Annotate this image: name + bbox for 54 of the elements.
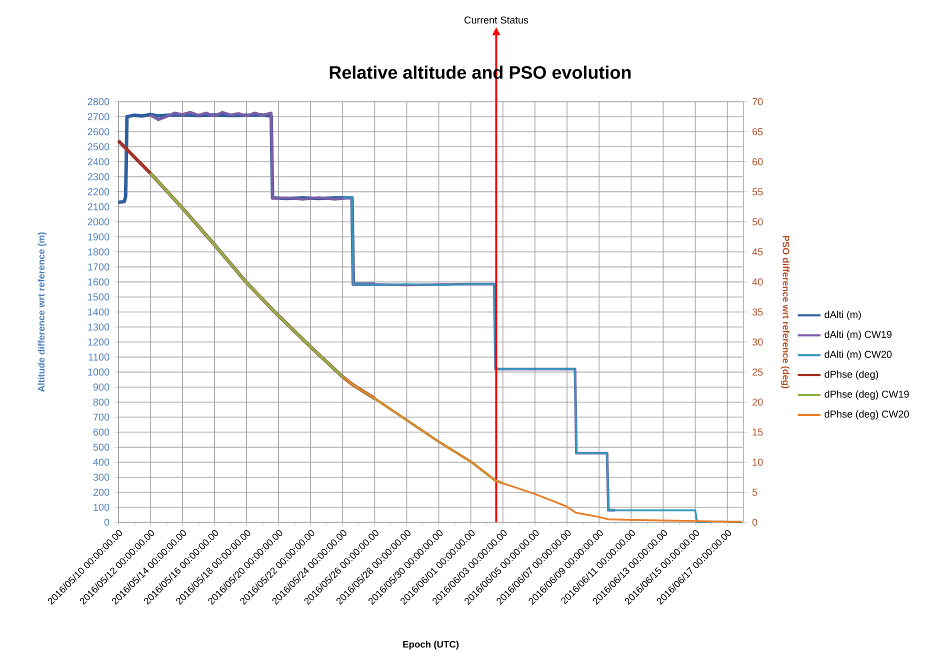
ref-line-label: Current Status bbox=[464, 16, 528, 24]
y-axis-title: Altitude difference wrt reference (m) bbox=[38, 232, 46, 392]
y-tick-label: 1700 bbox=[88, 263, 110, 270]
y-tick-label: 2400 bbox=[88, 158, 110, 166]
y-tick-label: 700 bbox=[93, 414, 110, 421]
y2-tick-label: 60 bbox=[752, 158, 763, 166]
y-tick-label: 1100 bbox=[88, 354, 110, 361]
y-tick-label: 200 bbox=[93, 488, 110, 496]
legend-label: dPhse (deg) bbox=[824, 370, 878, 380]
y2-tick-label: 30 bbox=[752, 338, 763, 346]
y-tick-label: 2600 bbox=[88, 128, 110, 136]
y-tick-label: 1600 bbox=[88, 278, 110, 286]
y2-axis-title: PSO difference wrt reference (deg) bbox=[780, 236, 790, 388]
y-tick-label: 600 bbox=[93, 428, 110, 436]
y-tick-label: 900 bbox=[93, 384, 110, 391]
y-tick-label: 2100 bbox=[88, 203, 110, 210]
legend-label: dAlti (m) bbox=[824, 310, 861, 320]
y2-tick-label: 70 bbox=[752, 98, 763, 106]
y-tick-label: 1900 bbox=[88, 233, 110, 240]
y2-tick-label: 10 bbox=[752, 458, 763, 466]
y-tick-label: 1200 bbox=[88, 338, 110, 346]
y2-tick-label: 15 bbox=[752, 428, 763, 436]
y-tick-label: 800 bbox=[93, 398, 110, 406]
y2-tick-label: 40 bbox=[752, 278, 763, 286]
y-tick-label: 2200 bbox=[88, 188, 110, 196]
y-tick-label: 1400 bbox=[88, 308, 110, 316]
y-tick-label: 2700 bbox=[88, 113, 110, 120]
y2-tick-label: 5 bbox=[752, 488, 758, 496]
y2-tick-label: 50 bbox=[752, 218, 763, 226]
y2-tick-label: 55 bbox=[752, 188, 763, 196]
y-tick-label: 500 bbox=[93, 444, 110, 451]
y2-tick-label: 35 bbox=[752, 308, 763, 316]
y2-tick-label: 20 bbox=[752, 398, 763, 406]
y-tick-label: 2800 bbox=[88, 98, 110, 106]
x-axis-title: Epoch (UTC) bbox=[403, 640, 459, 650]
legend-label: dAlti (m) CW19 bbox=[824, 330, 892, 340]
y2-tick-label: 25 bbox=[752, 368, 763, 376]
y-tick-label: 1800 bbox=[88, 248, 110, 256]
legend-label: dPhse (deg) CW20 bbox=[824, 410, 909, 420]
legend-label: dPhse (deg) CW19 bbox=[824, 390, 909, 400]
y2-tick-label: 0 bbox=[752, 518, 758, 526]
y-tick-label: 1500 bbox=[88, 293, 110, 301]
y-tick-label: 300 bbox=[93, 474, 110, 481]
y-tick-label: 1000 bbox=[88, 368, 110, 376]
y-tick-label: 1300 bbox=[88, 323, 110, 331]
legend-label: dAlti (m) CW20 bbox=[824, 350, 892, 360]
y2-tick-label: 65 bbox=[752, 128, 763, 136]
y-tick-label: 400 bbox=[93, 458, 110, 466]
y-tick-label: 2300 bbox=[88, 173, 110, 180]
y-tick-label: 2500 bbox=[88, 143, 110, 150]
y2-tick-label: 45 bbox=[752, 248, 763, 256]
y-tick-label: 2000 bbox=[88, 218, 110, 226]
y-tick-label: 100 bbox=[94, 504, 110, 511]
y-tick-label: 0 bbox=[104, 518, 110, 526]
